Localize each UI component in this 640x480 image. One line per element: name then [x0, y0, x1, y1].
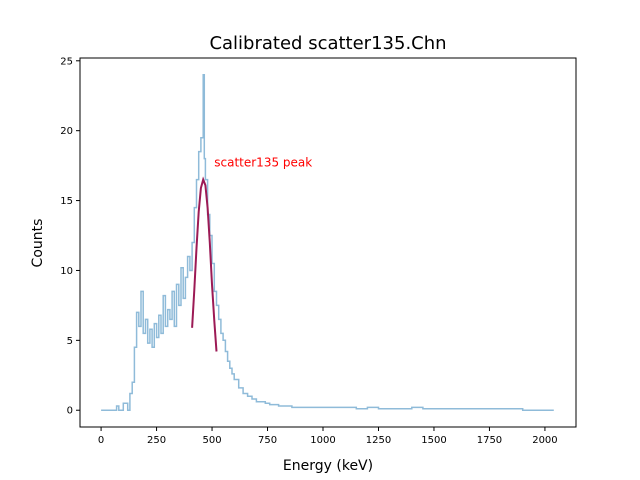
peak-annotation: scatter135 peak	[214, 155, 312, 169]
chart-title: Calibrated scatter135.Chn	[209, 33, 446, 54]
spectrum-line	[101, 74, 554, 411]
x-axis-ticks: 0 250 500 750 1000 1250 1500 1750 2000	[98, 427, 558, 446]
y-tick-label: 5	[67, 336, 73, 347]
x-tick-label: 2000	[532, 435, 557, 446]
x-tick-label: 500	[202, 435, 221, 446]
y-axis-label: Counts	[30, 219, 46, 268]
x-tick-label: 1750	[477, 435, 502, 446]
x-tick-label: 1250	[366, 435, 391, 446]
x-tick-label: 1000	[310, 435, 335, 446]
plot-frame	[79, 57, 577, 428]
y-tick-label: 0	[67, 406, 73, 417]
y-tick-label: 15	[60, 196, 73, 207]
plot-area	[101, 74, 554, 411]
y-tick-label: 25	[60, 56, 73, 67]
x-tick-label: 1500	[421, 435, 446, 446]
x-tick-label: 750	[258, 435, 277, 446]
y-tick-label: 10	[60, 266, 73, 277]
fit-curve	[191, 176, 218, 352]
x-tick-label: 250	[147, 435, 166, 446]
y-axis-ticks: 0 5 10 15 20 25	[60, 56, 80, 417]
x-axis-label: Energy (keV)	[283, 458, 373, 474]
x-tick-label: 0	[98, 435, 104, 446]
y-tick-label: 20	[60, 126, 73, 137]
